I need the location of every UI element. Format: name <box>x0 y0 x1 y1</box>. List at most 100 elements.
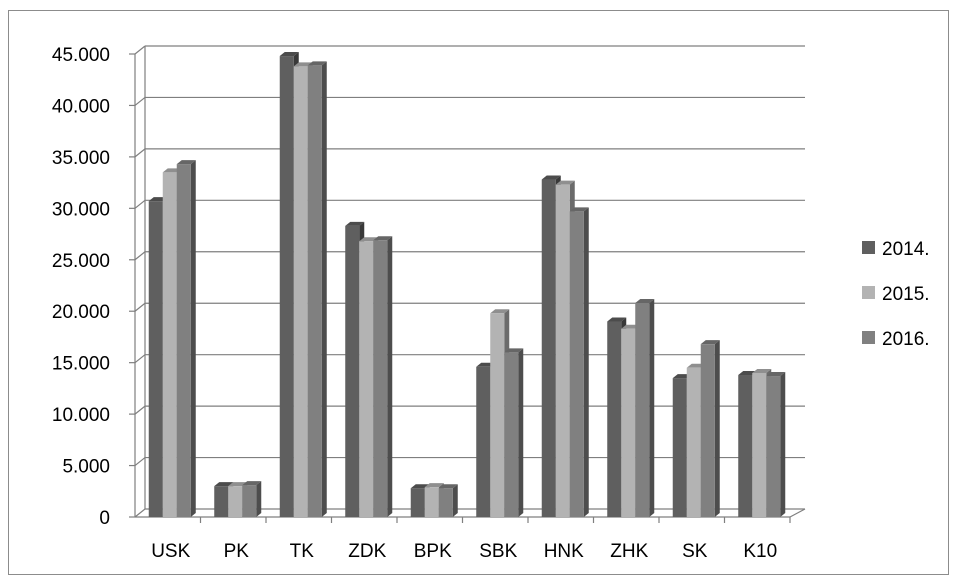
bar-top <box>279 52 299 57</box>
legend-label: 2014. <box>882 239 930 260</box>
bar-front <box>607 321 622 517</box>
legend-swatch <box>862 286 875 299</box>
y-tick-label: 0 <box>99 508 110 529</box>
bar-front <box>686 367 701 517</box>
bar-top <box>490 309 510 314</box>
bar-top <box>424 483 444 488</box>
bar-top <box>607 317 627 322</box>
bar-side <box>190 160 196 517</box>
bar-side <box>256 481 262 517</box>
gridline-depth <box>134 354 146 364</box>
gridline-depth <box>134 405 146 415</box>
bar-top <box>373 236 393 241</box>
legend-item: 2015. <box>862 284 930 305</box>
legend-item: 2016. <box>862 329 930 350</box>
bar-top <box>242 481 262 486</box>
bar-top <box>214 482 234 487</box>
bar-top <box>176 160 196 165</box>
bar-top <box>569 207 589 212</box>
bar-front <box>373 240 388 517</box>
x-tick-label: ZDK <box>348 541 386 562</box>
bar <box>307 61 327 517</box>
bar-side <box>387 236 393 517</box>
y-tick-label: 15.000 <box>52 354 110 375</box>
bar-front <box>569 211 584 518</box>
gridline-depth <box>134 251 146 261</box>
bars <box>148 52 786 518</box>
bar <box>635 298 655 517</box>
bar <box>242 481 262 517</box>
bar-front <box>307 65 322 517</box>
gridline-depth <box>134 457 146 467</box>
x-tick-label: K10 <box>743 541 777 562</box>
bar-front <box>700 344 715 517</box>
bar-top <box>555 180 575 185</box>
bar-top <box>345 221 365 226</box>
bar-front <box>541 179 556 517</box>
gridline-depth <box>134 45 146 55</box>
x-tick-label: SBK <box>479 541 517 562</box>
bar-front <box>424 487 439 517</box>
bar-side <box>321 61 327 517</box>
x-tick-label: HNK <box>544 541 584 562</box>
y-tick-labels: 0 5.000 10.000 15.000 20.000 25.000 30.000 35.0… <box>52 45 110 529</box>
y-tick-label: 25.000 <box>52 251 110 272</box>
bar <box>700 340 720 517</box>
legend-label: 2015. <box>882 284 930 305</box>
bar-front <box>176 164 191 517</box>
bar-front <box>490 313 505 517</box>
bar-side <box>649 298 655 517</box>
x-tick-label: USK <box>151 541 190 562</box>
bar-top <box>766 372 786 377</box>
gridline-depth <box>134 302 146 312</box>
y-tick-label: 10.000 <box>52 405 110 426</box>
bar-front <box>410 488 425 517</box>
floor-right-edge <box>789 508 806 518</box>
y-tick-label: 20.000 <box>52 302 110 323</box>
bar-front <box>752 372 767 517</box>
x-tick-label: PK <box>224 541 250 562</box>
bar-top <box>700 340 720 345</box>
x-tick-label: TK <box>290 541 315 562</box>
bar <box>504 348 524 517</box>
bar-front <box>621 328 636 517</box>
bar <box>438 484 458 517</box>
bar <box>569 207 589 518</box>
bar-front <box>242 485 257 517</box>
legend-item: 2014. <box>862 239 930 260</box>
bar-top <box>504 348 524 353</box>
bar-side <box>714 340 720 517</box>
bar-side <box>780 372 786 517</box>
legend-label: 2016. <box>882 329 930 350</box>
bar-front <box>504 352 519 517</box>
gridline-depth <box>134 508 146 518</box>
bar-front <box>635 302 650 517</box>
bar-front <box>162 172 177 518</box>
bar-front <box>438 488 453 517</box>
y-tick-label: 40.000 <box>52 96 110 117</box>
bar-front <box>148 201 163 517</box>
gridline-depth <box>134 199 146 209</box>
bar-front <box>766 376 781 517</box>
bar-side <box>452 484 458 517</box>
bar-front <box>555 184 570 517</box>
bar-front <box>228 486 243 517</box>
y-tick-label: 5.000 <box>62 457 110 478</box>
bar-top <box>307 61 327 66</box>
x-tick-label: BPK <box>414 541 452 562</box>
bar-front <box>214 486 229 517</box>
bar-front <box>279 56 294 518</box>
bar-front <box>738 375 753 517</box>
bar <box>176 160 196 517</box>
x-tick-label: SK <box>682 541 708 562</box>
y-tick-label: 45.000 <box>52 45 110 66</box>
bar-side <box>518 348 524 517</box>
legend-swatch <box>862 331 875 344</box>
bar <box>766 372 786 517</box>
legend-swatch <box>862 241 875 254</box>
bar-front <box>672 378 687 517</box>
y-tick-label: 35.000 <box>52 148 110 169</box>
gridline-depth <box>134 96 146 106</box>
y-tick-label: 30.000 <box>52 199 110 220</box>
